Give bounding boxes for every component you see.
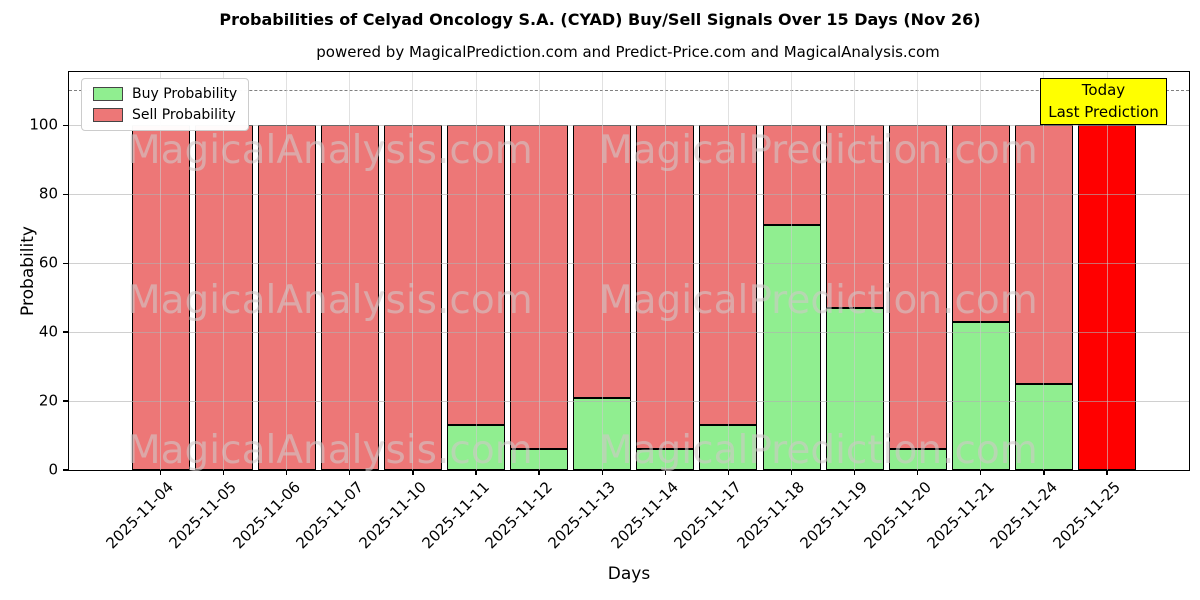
watermark-text-right: MagicalPrediction.com — [599, 428, 1038, 473]
x-tick-label: 2025-11-05 — [165, 478, 241, 553]
x-tick-label: 2025-11-13 — [544, 478, 619, 553]
chart-subtitle: powered by MagicalPrediction.com and Pre… — [316, 43, 940, 61]
x-gridline — [917, 72, 919, 470]
y-tick-label: 80 — [38, 184, 58, 203]
x-tick-mark — [538, 470, 540, 475]
x-gridline — [475, 72, 477, 470]
y-tick-label: 100 — [29, 116, 58, 135]
x-tick-mark — [727, 470, 730, 475]
legend-item-buy: Buy Probability — [93, 86, 237, 102]
plot-area: Probability Days Buy Probability Sell Pr… — [18, 71, 1190, 584]
x-gridline — [538, 72, 540, 470]
x-tick-label: 2025-11-12 — [481, 478, 556, 553]
x-gridline — [1043, 72, 1045, 470]
x-tick-label: 2025-11-11 — [418, 478, 493, 553]
x-gridline — [791, 72, 792, 470]
watermark-text-left: MagicalAnalysis.com — [127, 428, 533, 473]
x-gridline — [286, 72, 288, 470]
x-tick-mark — [980, 470, 982, 475]
x-tick-mark — [349, 470, 351, 475]
chart-title: Probabilities of Celyad Oncology S.A. (C… — [219, 10, 981, 29]
x-tick-mark — [853, 470, 856, 475]
y-gridline — [69, 193, 1189, 195]
x-gridline — [1106, 72, 1108, 470]
y-tick-mark — [62, 331, 68, 333]
x-tick-label: 2025-11-10 — [355, 478, 430, 553]
legend-label-sell: Sell Probability — [132, 107, 236, 123]
x-tick-mark — [412, 470, 414, 475]
x-axis-title: Days — [607, 564, 651, 584]
x-tick-mark — [790, 470, 793, 475]
x-tick-label: 2025-11-04 — [102, 478, 178, 553]
x-tick-label: 2025-11-14 — [607, 478, 683, 553]
watermark-text-right: MagicalPrediction.com — [599, 128, 1038, 173]
y-tick-label: 20 — [38, 391, 58, 410]
x-tick-mark — [475, 470, 477, 475]
x-tick-label: 2025-11-19 — [796, 478, 872, 553]
x-tick-mark — [286, 470, 288, 475]
watermark-text-left: MagicalAnalysis.com — [127, 128, 533, 173]
x-gridline — [223, 72, 225, 470]
x-tick-mark — [159, 470, 162, 475]
buy-probability-swatch — [93, 87, 123, 101]
y-gridline — [69, 124, 1189, 126]
today-annotation-line2: Last Prediction — [1048, 102, 1159, 121]
sell-probability-swatch — [93, 108, 123, 122]
x-tick-label: 2025-11-25 — [1049, 478, 1124, 553]
x-gridline — [727, 72, 729, 470]
x-tick-mark — [1043, 470, 1045, 475]
legend: Buy Probability Sell Probability — [81, 78, 250, 131]
legend-item-sell: Sell Probability — [93, 107, 237, 123]
y-tick-label: 60 — [38, 253, 58, 272]
x-tick-label: 2025-11-18 — [733, 478, 809, 553]
x-tick-label: 2025-11-06 — [229, 478, 304, 553]
x-gridline — [601, 72, 603, 470]
x-gridline — [349, 72, 351, 470]
x-gridline — [854, 72, 856, 470]
y-tick-mark — [62, 193, 68, 196]
y-gridline — [69, 331, 1189, 333]
x-tick-mark — [1106, 470, 1108, 475]
y-axis-title: Probability — [18, 226, 38, 316]
legend-label-buy: Buy Probability — [132, 86, 238, 102]
watermark-text-left: MagicalAnalysis.com — [127, 278, 533, 323]
x-gridline — [412, 72, 414, 470]
x-tick-mark — [601, 470, 603, 475]
y-gridline — [69, 400, 1189, 402]
y-tick-mark — [62, 469, 68, 471]
x-gridline — [664, 72, 666, 470]
y-tick-mark — [62, 400, 68, 402]
y-tick-mark — [62, 124, 68, 127]
today-annotation-box: Today Last Prediction — [1040, 78, 1167, 125]
x-tick-label: 2025-11-17 — [670, 478, 746, 553]
today-annotation-line1: Today — [1081, 80, 1126, 99]
y-tick-label: 40 — [38, 322, 58, 341]
x-gridline — [980, 72, 982, 470]
x-tick-label: 2025-11-20 — [860, 478, 935, 553]
x-tick-mark — [664, 470, 666, 475]
upper-dashed-line — [69, 89, 1189, 91]
watermark-text-right: MagicalPrediction.com — [599, 278, 1038, 323]
x-tick-mark — [917, 470, 919, 475]
x-tick-label: 2025-11-24 — [986, 478, 1061, 553]
y-gridline — [69, 262, 1189, 264]
y-tick-mark — [62, 262, 68, 264]
x-gridline — [160, 72, 161, 470]
y-tick-label: 0 — [48, 460, 58, 479]
x-tick-mark — [222, 470, 225, 475]
